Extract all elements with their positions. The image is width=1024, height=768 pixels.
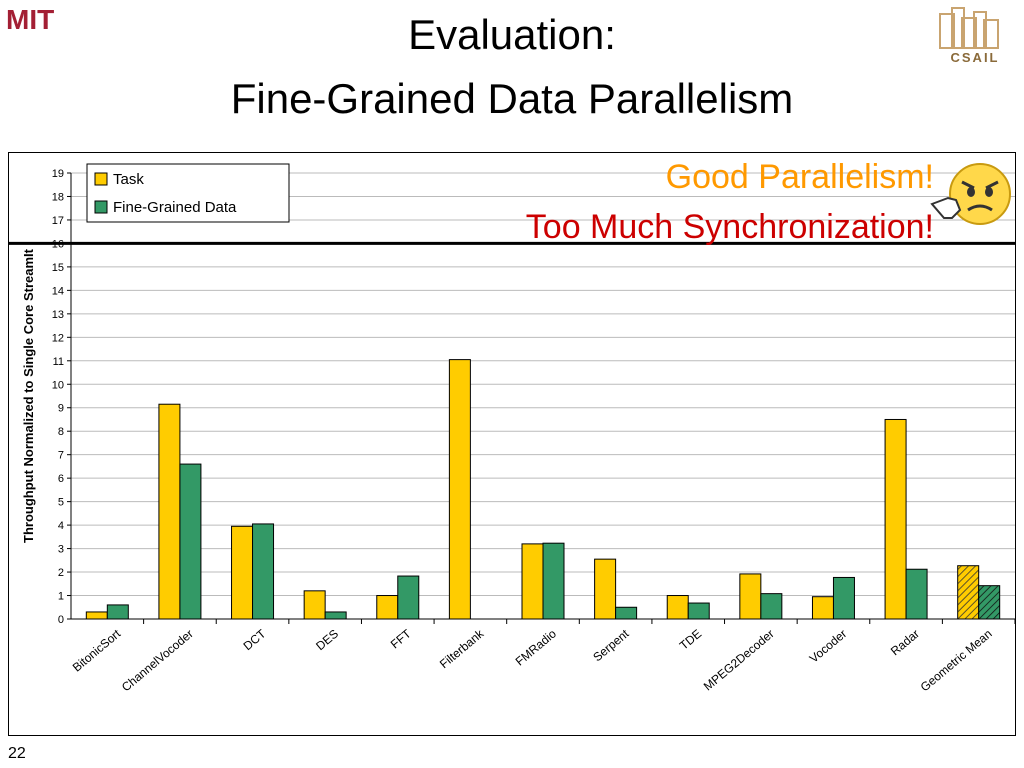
y-axis-label: Throughput Normalized to Single Core Str… [21,248,36,543]
x-tick-label: Filterbank [437,626,487,671]
y-tick-label: 9 [58,403,64,415]
y-tick-label: 14 [52,285,64,297]
mit-logo-text: MIT [6,4,54,35]
bar-task [231,525,254,620]
bar-fine-grained-data [397,575,420,620]
x-tick-label: Radar [888,627,922,659]
csail-logo: CSAIL [939,7,1000,65]
bar-task [448,359,471,620]
y-tick-label: 11 [53,356,64,368]
y-tick-label: 2 [58,567,64,579]
x-tick-label: Vocoder [807,627,850,666]
x-tick-label: DES [313,627,341,654]
x-tick-label: Geometric Mean [918,627,995,695]
y-tick-label: 17 [52,215,64,227]
bar-task [376,595,399,620]
annotation-too-much-sync: Too Much Synchronization! [525,208,934,246]
slide-title-line-2: Fine-Grained Data Parallelism [230,75,794,122]
y-tick-label: 3 [58,544,64,556]
bar-task [884,418,907,620]
annotation-good-parallelism: Good Parallelism! [665,158,934,196]
x-tick-label: FMRadio [513,626,560,668]
y-tick-label: 5 [58,497,64,509]
y-tick-label: 18 [52,191,64,203]
bar-task [594,558,617,620]
legend-swatch-task [94,172,108,186]
x-tick-label: ChannelVocoder [119,627,196,695]
y-tick-label: 19 [52,168,64,180]
bar-fine-grained-data [687,602,710,620]
x-tick-label: DCT [241,626,269,653]
bar-fine-grained-data [179,463,202,620]
y-tick-label: 7 [58,450,64,462]
legend-label-task: Task [113,171,144,188]
bar-task [957,565,980,620]
chart-frame: 012345678910111213141516171819BitonicSor… [8,152,1016,736]
y-tick-label: 4 [58,520,64,532]
bar-task [303,590,326,620]
x-tick-label: Serpent [590,626,632,664]
bar-task [811,596,834,620]
x-tick-label: BitonicSort [70,626,124,674]
slide-title-line-1: Evaluation: [408,11,616,58]
bar-fine-grained-data [252,523,275,620]
bar-fine-grained-data [978,585,1001,620]
y-tick-label: 1 [58,591,64,603]
bar-fine-grained-data [542,542,565,620]
y-tick-label: 15 [52,262,64,274]
y-tick-label: 8 [58,426,64,438]
bar-fine-grained-data [106,604,129,620]
legend-box [86,163,290,223]
thumbs-down-smiley-icon [930,163,1011,225]
bar-task [158,403,181,620]
y-tick-label: 6 [58,473,64,485]
y-tick-label: 12 [52,332,64,344]
bar-fine-grained-data [832,576,855,620]
y-tick-label: 0 [58,614,64,626]
x-tick-label: FFT [388,626,414,651]
legend-swatch-fine-grained-data [94,200,108,214]
bar-task [85,611,108,620]
x-tick-label: TDE [677,627,704,653]
mit-logo: MIT [6,4,54,35]
bar-chart: 012345678910111213141516171819BitonicSor… [9,163,1015,695]
x-tick-label: MPEG2Decoder [701,627,777,694]
slide-number: 22 [8,745,26,762]
legend-label-fine-grained-data: Fine-Grained Data [113,199,237,216]
bar-fine-grained-data [324,611,347,620]
bar-task [739,573,762,620]
csail-logo-text: CSAIL [951,50,1000,65]
bar-task [666,595,689,620]
bar-task [521,543,544,620]
y-tick-label: 13 [52,309,64,321]
bar-fine-grained-data [615,606,638,620]
bar-fine-grained-data [905,568,928,620]
y-tick-label: 10 [52,379,64,391]
bar-fine-grained-data [760,593,783,620]
